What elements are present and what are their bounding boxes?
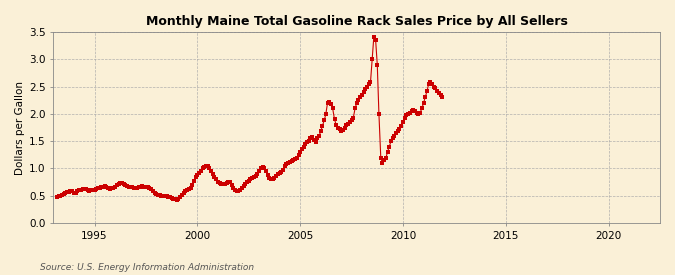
Title: Monthly Maine Total Gasoline Rack Sales Price by All Sellers: Monthly Maine Total Gasoline Rack Sales … [146,15,568,28]
Y-axis label: Dollars per Gallon: Dollars per Gallon [15,81,25,175]
Text: Source: U.S. Energy Information Administration: Source: U.S. Energy Information Administ… [40,263,254,272]
